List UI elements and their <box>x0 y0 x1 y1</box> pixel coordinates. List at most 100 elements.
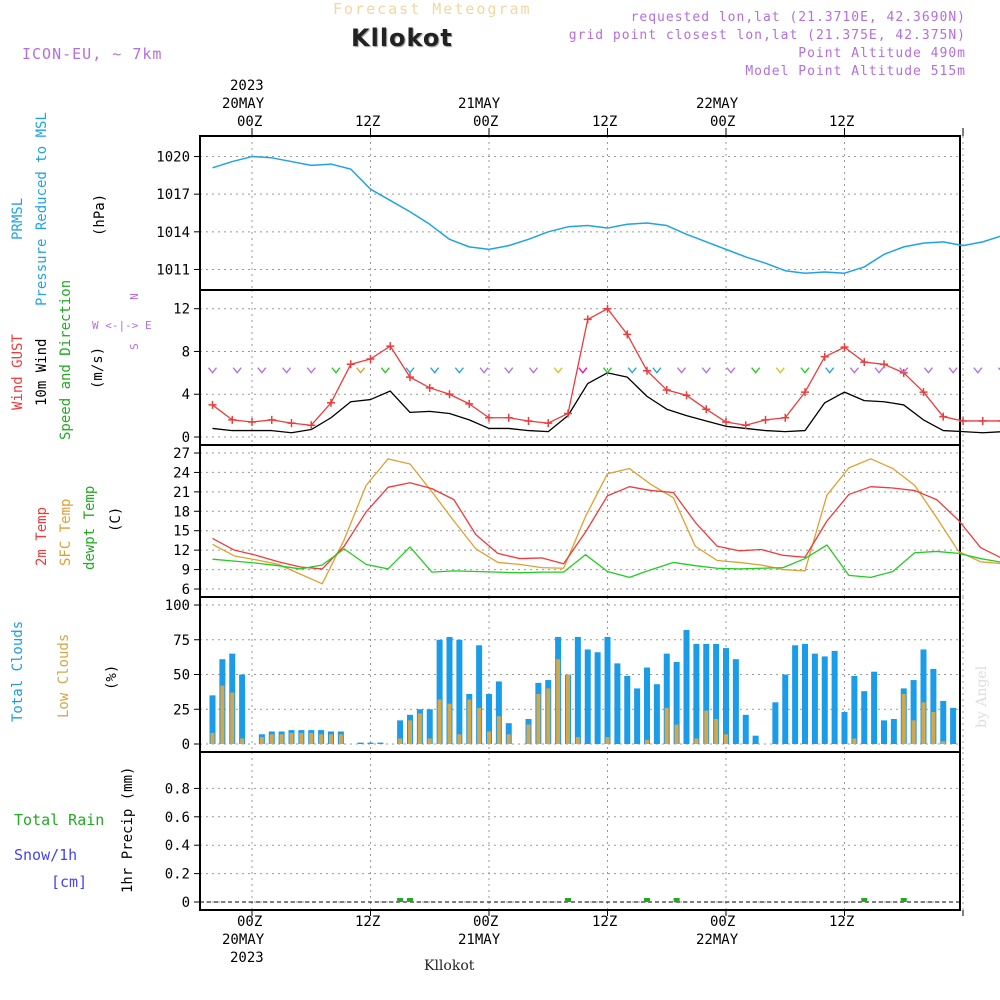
wind-gust-marker <box>425 383 434 392</box>
low-cloud-bar <box>724 734 728 744</box>
total-cloud-bar <box>713 643 720 744</box>
total-cloud-bar <box>723 648 729 744</box>
top-time-5: 12Z <box>829 114 855 130</box>
low-cloud-bar <box>931 712 936 744</box>
rain-bar <box>900 898 907 902</box>
wind-gust-marker <box>564 409 572 418</box>
wind-gust-marker <box>662 385 671 394</box>
total-cloud-bar <box>456 639 463 744</box>
wind-direction-arrow <box>701 367 711 374</box>
temperature-ytick-label: 12 <box>173 543 190 559</box>
precipitation-ytick-label: 0.6 <box>165 810 190 826</box>
pressure-ytick-label: 1011 <box>156 262 190 278</box>
wind-direction-arrow <box>973 367 983 374</box>
total-cloud-bar <box>821 656 828 744</box>
wind-gust-marker <box>801 388 809 397</box>
wind-gust-marker <box>524 416 533 425</box>
wind-gust-marker <box>741 421 750 430</box>
low-cloud-bar <box>536 693 541 744</box>
pressure-ytick-label: 1014 <box>156 225 190 241</box>
precipitation-ytick-label: 0.8 <box>165 781 190 797</box>
wind-direction-arrow <box>874 367 884 374</box>
low-cloud-bar <box>694 738 699 744</box>
total-cloud-bar <box>693 643 700 744</box>
low-cloud-bar <box>427 738 432 744</box>
wind-direction-arrow <box>479 367 489 374</box>
model-altitude: Model Point Altitude 515m <box>745 64 966 79</box>
wind-direction-arrow <box>356 367 366 374</box>
low-cloud-bar <box>437 699 442 744</box>
wind-gust-marker <box>366 354 375 363</box>
wind-ytick-label: 4 <box>182 387 190 403</box>
low-cloud-bar <box>901 693 906 744</box>
low-cloud-bar <box>704 710 709 744</box>
wind-gust-marker <box>702 405 711 414</box>
wind-direction-arrow <box>454 367 464 374</box>
total-cloud-bar <box>446 636 453 744</box>
low-cloud-bar <box>664 707 669 744</box>
low-cloud-bar <box>329 734 333 744</box>
wind-gust-marker <box>939 412 948 421</box>
total-cloud-bar <box>841 712 848 744</box>
total-cloud-bar <box>940 700 947 744</box>
bottom-time-4: 00Z <box>710 914 736 930</box>
temperature-ytick-label: 9 <box>182 563 190 579</box>
wind-gust-marker <box>820 352 829 361</box>
total-cloud-bar <box>920 649 927 744</box>
wind-gust-marker <box>623 330 632 339</box>
top-time-3: 12Z <box>592 114 618 130</box>
total-cloud-bar <box>673 661 680 744</box>
wind-gust-marker <box>386 342 395 351</box>
wind-gust-marker <box>781 413 790 422</box>
wind-direction-arrow <box>652 367 662 374</box>
wind-ytick-label: 0 <box>182 430 190 446</box>
cm-label: [cm] <box>51 873 88 891</box>
wind-gust-marker <box>919 388 928 397</box>
wind-direction-arrow <box>849 367 859 374</box>
low-cloud-bar <box>259 737 264 744</box>
wind-direction-arrow <box>257 367 267 374</box>
low-cloud-bar <box>447 703 452 744</box>
bottom-day-20may: 20MAY <box>222 932 265 948</box>
total-cloud-bar <box>495 681 502 744</box>
wind-direction-arrow <box>825 367 835 374</box>
total-cloud-bar <box>910 680 917 744</box>
total-cloud-bar <box>614 663 621 744</box>
total-cloud-bar <box>950 707 957 744</box>
low-cloud-bar <box>526 724 531 744</box>
total-cloud-bar <box>703 643 710 744</box>
wind-direction-arrow <box>331 367 341 374</box>
precipitation-ytick-label: 0 <box>182 895 190 911</box>
total-cloud-bar <box>851 675 858 744</box>
total-cloud-bar <box>742 714 749 744</box>
wind-direction-arrow <box>430 367 440 374</box>
sfc-temp-line <box>212 458 1000 585</box>
total-cloud-bar <box>486 693 492 744</box>
wind-gust-marker <box>761 415 770 424</box>
low-cloud-bar <box>289 732 294 744</box>
total-cloud-bar <box>732 659 739 744</box>
total-cloud-bar <box>505 723 512 744</box>
wind-gust-marker <box>722 418 730 427</box>
wind-gust-marker <box>445 390 454 399</box>
low-cloud-bar <box>487 731 491 744</box>
pressure-ytick-label: 1020 <box>156 150 190 166</box>
wind-direction-arrow <box>553 367 563 374</box>
wind-gust-marker <box>643 366 651 375</box>
wind-gust-marker <box>978 416 987 425</box>
low-cloud-bar <box>921 702 926 744</box>
low-cloud-bar <box>417 713 422 744</box>
wind-direction-arrow <box>282 367 292 374</box>
total-cloud-bar <box>584 649 591 744</box>
wind-gust-marker <box>327 398 335 407</box>
rain-bar <box>397 898 404 902</box>
rain-bar <box>861 898 868 902</box>
total-cloud-bar <box>594 652 601 744</box>
wind-gust-marker <box>346 360 355 369</box>
wind-gust-marker <box>465 399 474 408</box>
total-cloud-bar <box>209 695 216 744</box>
total-cloud-bar <box>782 674 789 744</box>
rain-bar <box>565 898 571 902</box>
total-cloud-bar <box>930 668 937 744</box>
